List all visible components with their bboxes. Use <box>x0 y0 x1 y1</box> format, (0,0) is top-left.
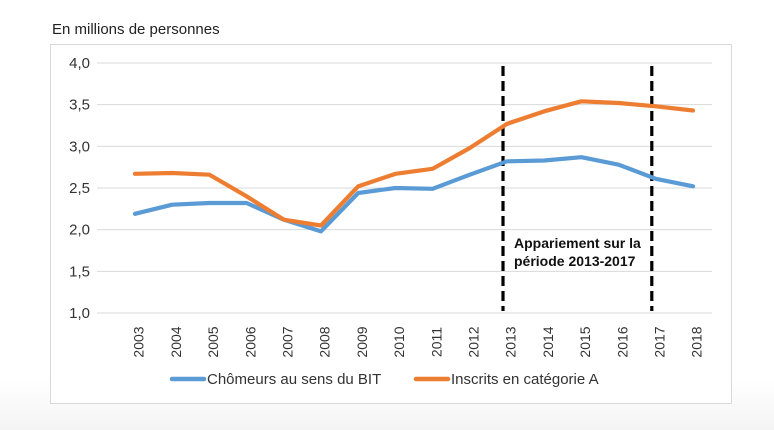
x-tick-label: 2009 <box>354 326 370 357</box>
x-tick-label: 2013 <box>503 326 519 357</box>
y-tick-label: 2,5 <box>69 180 90 197</box>
unit-label: En millions de personnes <box>52 21 220 38</box>
series-line <box>132 99 696 228</box>
x-tick-label: 2010 <box>391 326 407 357</box>
x-axis-tick-labels: 2003 2004 2005 2006 2007 2008 2009 2010 2011 2012… <box>131 326 705 357</box>
x-tick-label: 2012 <box>466 326 482 357</box>
y-tick-label: 3,5 <box>69 97 90 114</box>
series-lines <box>132 99 696 234</box>
annotation-line-2: période 2013-2017 <box>514 253 636 269</box>
x-tick-label: 2014 <box>540 326 556 357</box>
x-tick-label: 2006 <box>242 326 258 357</box>
x-tick-label: 2008 <box>317 326 333 357</box>
x-tick-label: 2003 <box>131 326 147 357</box>
annotation: Appariement sur la période 2013-2017 <box>514 235 641 269</box>
y-tick-label: 2,0 <box>69 222 90 239</box>
x-tick-label: 2015 <box>577 326 593 357</box>
x-tick-label: 2016 <box>614 326 630 357</box>
x-tick-label: 2007 <box>280 326 296 357</box>
y-axis-tick-labels: 1,0 1,5 2,0 2,5 3,0 3,5 4,0 <box>69 55 90 322</box>
x-tick-label: 2005 <box>205 326 221 357</box>
legend-label-chomeurs: Chômeurs au sens du BIT <box>207 371 381 388</box>
y-tick-label: 4,0 <box>69 55 90 72</box>
legend: Chômeurs au sens du BIT Inscrits en caté… <box>169 371 599 388</box>
y-tick-label: 3,0 <box>69 138 90 155</box>
x-tick-label: 2004 <box>168 326 184 357</box>
y-tick-label: 1,5 <box>69 263 90 280</box>
period-markers <box>501 66 654 311</box>
x-tick-label: 2018 <box>689 326 705 357</box>
x-tick-label: 2011 <box>428 327 444 357</box>
x-tick-label: 2017 <box>652 326 668 357</box>
legend-label-inscrits: Inscrits en catégorie A <box>451 371 599 388</box>
series-line <box>132 155 696 234</box>
y-tick-label: 1,0 <box>69 305 90 322</box>
annotation-line-1: Appariement sur la <box>514 235 641 251</box>
